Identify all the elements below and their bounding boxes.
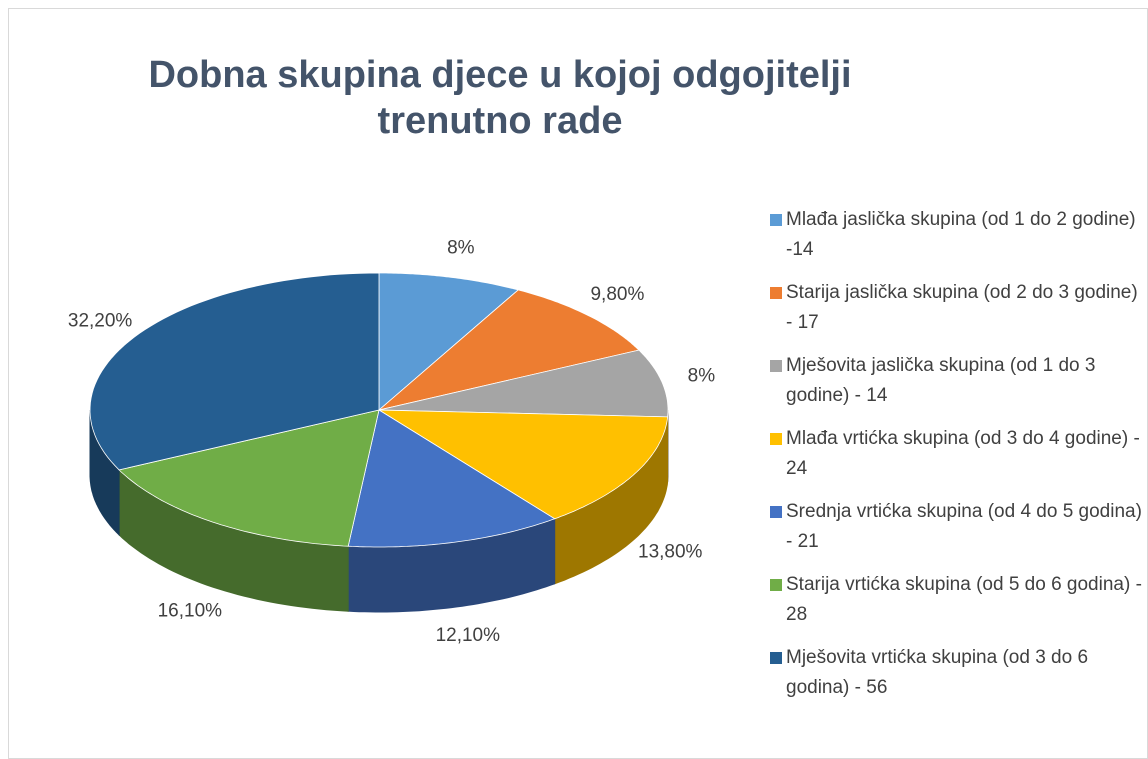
slice	[377, 409, 669, 520]
legend-label: Mlađa vrtićka skupina (od 3 do 4 godine)…	[786, 428, 1140, 479]
legend-swatch	[770, 433, 782, 445]
data-label: 32,20%	[68, 310, 133, 331]
slice	[347, 409, 556, 548]
legend-label: Srednja vrtićka skupina (od 4 do 5 godin…	[786, 501, 1142, 552]
slice	[378, 289, 640, 411]
data-label: 12,10%	[436, 625, 501, 646]
legend-item: Mlađa jaslička skupina (od 1 do 2 godine…	[768, 205, 1143, 278]
legend-item: Starija vrtićka skupina (od 5 do 6 godin…	[768, 570, 1143, 643]
data-label: 8%	[688, 366, 716, 387]
legend-swatch	[770, 214, 782, 226]
slice	[118, 409, 380, 547]
data-label: 13,80%	[638, 542, 703, 563]
legend-item: Starija jaslička skupina (od 2 do 3 godi…	[768, 278, 1143, 351]
data-label: 16,10%	[158, 601, 223, 622]
legend-item: Mlađa vrtićka skupina (od 3 do 4 godine)…	[768, 424, 1143, 497]
legend-label: Starija vrtićka skupina (od 5 do 6 godin…	[786, 574, 1142, 625]
legend-swatch	[770, 360, 782, 372]
legend-swatch	[770, 652, 782, 664]
slice	[89, 272, 380, 471]
chart-title: Dobna skupina djece u kojoj odgojitelji …	[148, 54, 852, 142]
slice	[378, 349, 669, 418]
data-label: 9,80%	[590, 284, 644, 305]
legend-swatch	[770, 579, 782, 591]
slice	[378, 272, 520, 411]
legend-label: Starija jaslička skupina (od 2 do 3 godi…	[786, 282, 1138, 333]
data-label: 8%	[447, 237, 475, 258]
legend-item: Mješovita vrtićka skupina (od 3 do 6 god…	[768, 643, 1143, 716]
legend-label: Mješovita vrtićka skupina (od 3 do 6 god…	[786, 647, 1089, 698]
legend-label: Mlađa jaslička skupina (od 1 do 2 godine…	[786, 209, 1136, 260]
legend: Mlađa jaslička skupina (od 1 do 2 godine…	[768, 205, 1143, 716]
legend-label: Mješovita jaslička skupina (od 1 do 3 go…	[786, 355, 1096, 406]
legend-swatch	[770, 287, 782, 299]
legend-item: Mješovita jaslička skupina (od 1 do 3 go…	[768, 351, 1143, 424]
legend-item: Srednja vrtićka skupina (od 4 do 5 godin…	[768, 497, 1143, 570]
legend-swatch	[770, 506, 782, 518]
